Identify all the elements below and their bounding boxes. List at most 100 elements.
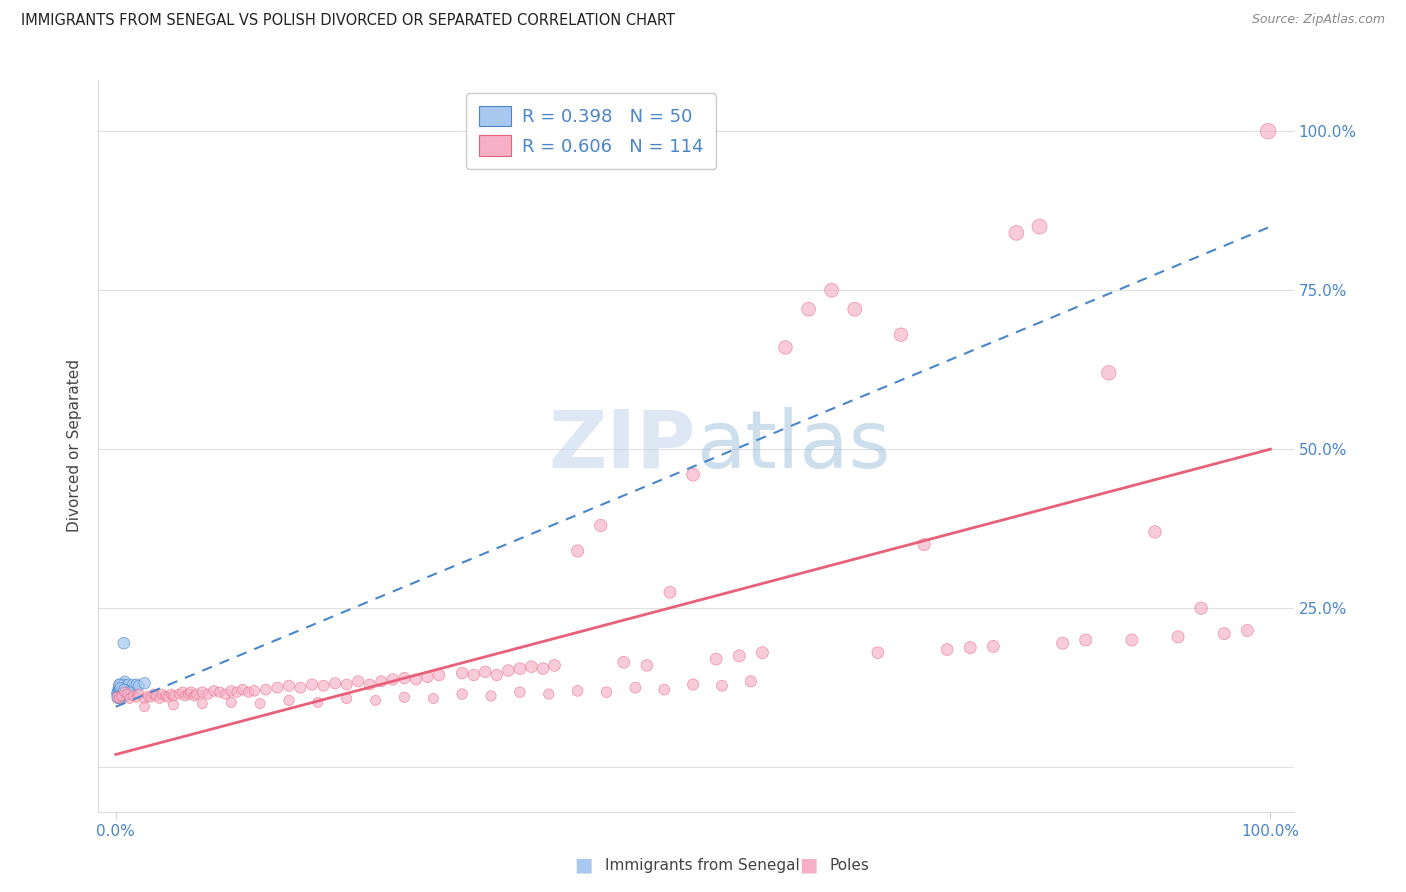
Point <box>1143 524 1166 539</box>
Y-axis label: Divorced or Separated: Divorced or Separated <box>67 359 83 533</box>
Point <box>111 681 134 695</box>
Point <box>197 687 219 701</box>
Point <box>111 679 134 693</box>
Point <box>1167 630 1189 644</box>
Point <box>451 666 474 681</box>
Point <box>105 690 128 705</box>
Point <box>108 691 131 706</box>
Point <box>226 685 249 699</box>
Point <box>149 691 172 706</box>
Point <box>117 684 139 698</box>
Point <box>108 677 131 691</box>
Point <box>531 662 554 676</box>
Point <box>290 681 312 695</box>
Point <box>1121 632 1143 647</box>
Point <box>347 674 370 689</box>
Point <box>110 682 132 697</box>
Point <box>162 689 184 703</box>
Point <box>243 684 266 698</box>
Point <box>485 668 508 682</box>
Point <box>117 685 139 699</box>
Point <box>107 684 129 698</box>
Point <box>115 685 138 699</box>
Point <box>167 687 190 701</box>
Point <box>394 671 416 685</box>
Point <box>797 302 820 317</box>
Point <box>202 684 225 698</box>
Point <box>110 681 132 695</box>
Point <box>1074 632 1097 647</box>
Point <box>219 695 242 709</box>
Point <box>110 682 132 697</box>
Point <box>589 518 612 533</box>
Point <box>110 681 132 695</box>
Point <box>636 658 658 673</box>
Point <box>254 682 277 697</box>
Point <box>498 664 520 678</box>
Point <box>183 689 205 703</box>
Point <box>336 691 359 706</box>
Text: ■: ■ <box>799 855 818 875</box>
Point <box>108 691 131 706</box>
Text: Immigrants from Senegal: Immigrants from Senegal <box>605 858 800 872</box>
Point <box>114 685 136 699</box>
Point <box>110 687 132 701</box>
Point <box>520 659 543 673</box>
Point <box>890 327 912 342</box>
Text: Poles: Poles <box>830 858 869 872</box>
Point <box>105 687 128 701</box>
Point <box>150 687 173 701</box>
Point <box>134 699 156 714</box>
Point <box>180 685 202 699</box>
Point <box>479 689 502 703</box>
Text: ■: ■ <box>574 855 593 875</box>
Point <box>134 691 156 706</box>
Point <box>110 677 132 691</box>
Point <box>172 685 194 699</box>
Point <box>122 677 145 691</box>
Point <box>107 691 129 706</box>
Point <box>107 689 129 703</box>
Point <box>682 677 704 691</box>
Point <box>427 668 450 682</box>
Point <box>105 690 128 705</box>
Point <box>312 679 335 693</box>
Legend: R = 0.398   N = 50, R = 0.606   N = 114: R = 0.398 N = 50, R = 0.606 N = 114 <box>465 93 716 169</box>
Point <box>108 677 131 691</box>
Point <box>110 681 132 695</box>
Point <box>105 685 128 699</box>
Point <box>278 679 301 693</box>
Point <box>112 690 135 705</box>
Point <box>105 691 128 706</box>
Point <box>370 674 392 689</box>
Point <box>266 681 288 695</box>
Point <box>474 665 496 679</box>
Point <box>107 690 129 705</box>
Point <box>118 685 141 699</box>
Point <box>115 689 138 703</box>
Point <box>238 685 260 699</box>
Point <box>112 677 135 691</box>
Point <box>710 679 733 693</box>
Point <box>595 685 617 699</box>
Point <box>1052 636 1074 650</box>
Point <box>191 697 214 711</box>
Point <box>114 674 136 689</box>
Point <box>142 687 165 701</box>
Point <box>139 690 162 705</box>
Point <box>1257 124 1279 138</box>
Point <box>136 689 159 703</box>
Text: ZIP: ZIP <box>548 407 696 485</box>
Point <box>219 684 242 698</box>
Point <box>108 685 131 699</box>
Point <box>128 687 150 701</box>
Point <box>117 677 139 691</box>
Point <box>105 687 128 701</box>
Point <box>981 640 1004 654</box>
Point <box>728 648 751 663</box>
Point <box>307 695 329 709</box>
Point <box>191 685 214 699</box>
Point <box>107 682 129 697</box>
Point <box>381 673 404 687</box>
Point <box>652 682 675 697</box>
